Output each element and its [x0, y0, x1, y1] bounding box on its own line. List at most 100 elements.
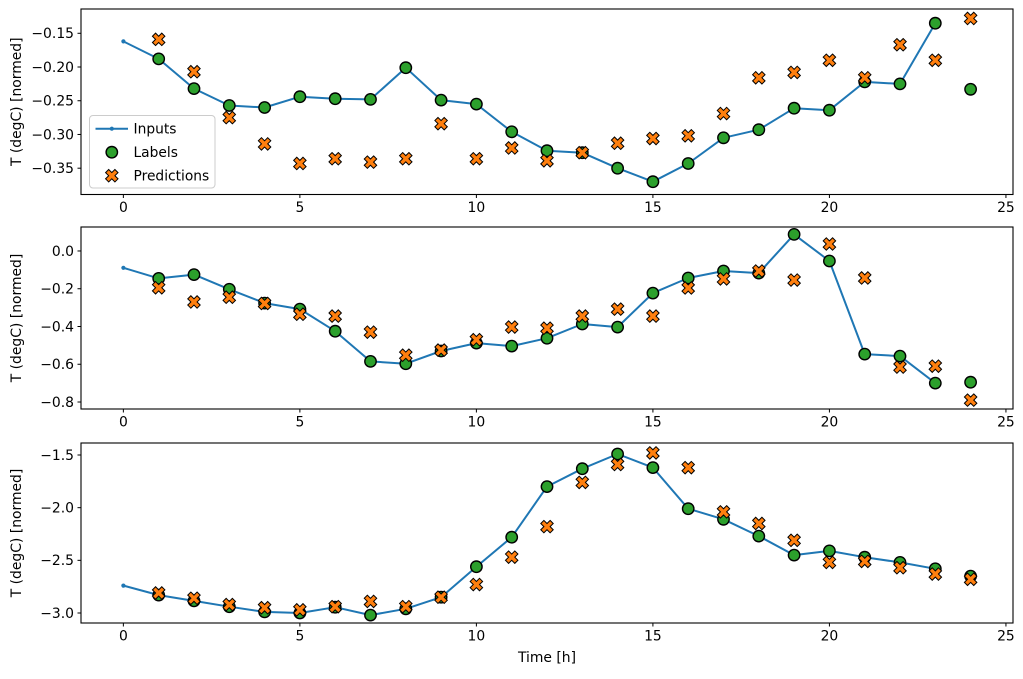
predictions-point: [822, 53, 837, 68]
predictions-point: [893, 37, 907, 52]
predictions-point: [893, 360, 907, 375]
labels-point: [752, 123, 766, 137]
y-tick-label: −0.2: [40, 282, 74, 298]
x-tick-label: 0: [119, 200, 128, 216]
labels-point: [399, 61, 413, 75]
labels-point: [611, 447, 624, 461]
labels-point: [469, 97, 483, 111]
y-tick-label: −0.15: [31, 26, 74, 42]
predictions-point: [893, 560, 907, 575]
labels-point: [434, 93, 448, 107]
predictions-point: [257, 600, 272, 615]
predictions-point: [187, 295, 201, 309]
labels-point: [187, 268, 201, 281]
predictions-point: [469, 151, 484, 166]
predictions-point: [540, 153, 554, 168]
labels-point: [893, 77, 907, 91]
labels-point: [681, 271, 695, 285]
predictions-point: [187, 64, 201, 79]
labels-point: [717, 131, 730, 145]
x-tick-label: 20: [821, 200, 839, 216]
y-tick-label: −0.30: [31, 127, 74, 143]
legend-item-labels: Labels: [105, 145, 178, 161]
plot-frame: [80, 442, 1014, 624]
legend-box: [89, 115, 216, 189]
subplot-1: 0 5 10 15 20 25 −0.15 −0.20 −0.25 −0.30 −0.35 T (de…: [9, 8, 1015, 216]
predictions-point: [822, 555, 837, 570]
labels-point: [787, 548, 801, 562]
labels-point: [823, 103, 836, 117]
predictions-point: [504, 141, 519, 155]
predictions-point: [716, 504, 731, 519]
labels-point: [540, 331, 554, 345]
labels-point: [222, 99, 236, 112]
predictions-point: [328, 599, 343, 614]
predictions-point: [610, 136, 625, 151]
labels-point: [152, 52, 166, 66]
predictions-point: [328, 151, 343, 166]
labels-point: [752, 529, 766, 543]
predictions-point: [928, 53, 943, 68]
x-tick-label: 25: [997, 200, 1015, 216]
predictions-point: [716, 271, 731, 286]
predictions-point: [575, 145, 590, 160]
predictions-point: [257, 296, 272, 311]
labels-point: [964, 82, 977, 96]
labels-point: [611, 320, 624, 334]
x-tick-label: 0: [119, 629, 128, 645]
labels-point: [505, 530, 519, 544]
predictions-point: [222, 110, 237, 125]
predictions-point: [787, 273, 802, 287]
y-axis-label: T (degC) [normed]: [9, 254, 25, 384]
predictions-point: [540, 519, 554, 534]
predictions-point: [292, 602, 307, 617]
x-tick-label: 20: [821, 415, 839, 431]
y-tick-label: −0.25: [31, 94, 74, 110]
predictions-point: [857, 70, 872, 85]
predictions-point: [434, 343, 449, 358]
x-tick-label: 10: [468, 629, 486, 645]
legend-item-predictions: Predictions: [104, 169, 209, 185]
x-tick-label: 15: [644, 200, 662, 216]
y-axis-label: T (degC) [normed]: [9, 469, 25, 599]
predictions-point: [857, 271, 872, 285]
predictions-point: [398, 599, 413, 614]
legend-label: Inputs: [134, 122, 177, 138]
predictions-point: [151, 586, 166, 600]
x-tick-label: 5: [295, 200, 304, 216]
predictions-point: [363, 325, 378, 340]
labels-point: [328, 324, 342, 338]
predictions-point: [645, 445, 660, 460]
y-tick-label: −2.0: [40, 500, 74, 516]
labels-point: [823, 544, 836, 558]
labels-point: [858, 347, 872, 361]
predictions-point: [398, 151, 413, 166]
predictions-point: [434, 590, 449, 605]
y-tick-label: −0.35: [31, 161, 74, 177]
subplot-3: 0 5 10 15 20 25 −1.5 −2.0 −2.5 −3.0 T (degC) [norm…: [9, 442, 1015, 666]
labels-point: [540, 144, 554, 158]
predictions-point: [257, 136, 272, 151]
labels-point: [293, 90, 307, 104]
y-tick-label: −1.5: [40, 448, 74, 464]
x-tick-label: 20: [821, 629, 839, 645]
predictions-point: [151, 32, 166, 47]
labels-point: [928, 16, 942, 30]
x-tick-label: 25: [997, 415, 1015, 431]
predictions-point: [469, 332, 484, 347]
x-tick-label: 5: [295, 629, 304, 645]
labels-point: [787, 227, 801, 241]
x-tick-label: 10: [468, 200, 486, 216]
predictions-point: [787, 533, 802, 548]
predictions-point: [963, 11, 978, 26]
y-tick-label: −3.0: [40, 606, 74, 622]
predictions-point: [645, 309, 660, 324]
labels-point: [611, 161, 624, 175]
predictions-point: [222, 597, 237, 612]
predictions-point: [963, 572, 978, 587]
predictions-point: [963, 393, 978, 408]
predictions-point: [645, 131, 660, 146]
predictions-point: [469, 577, 484, 592]
